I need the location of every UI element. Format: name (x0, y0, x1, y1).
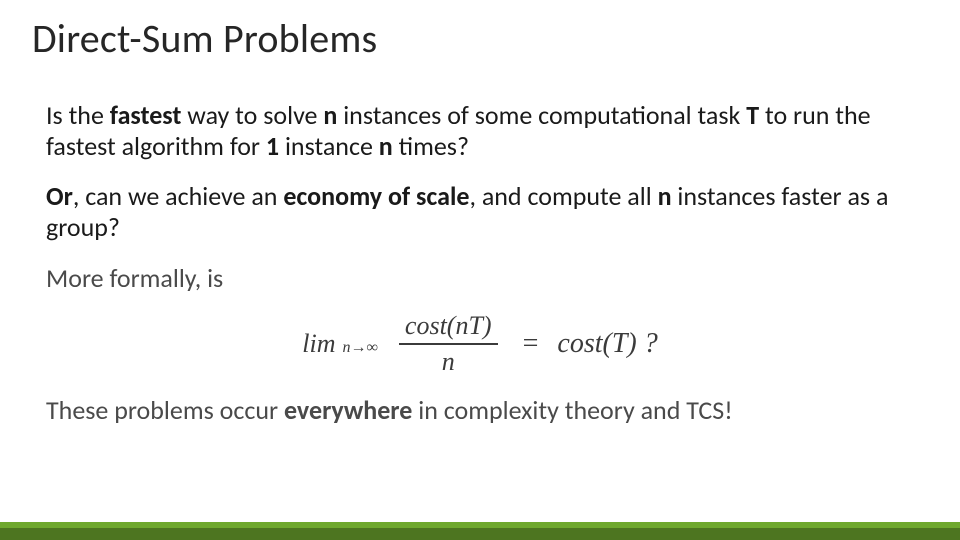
text-bold: fastest (110, 99, 182, 131)
text-bold: Or (46, 180, 73, 212)
text: instances of some computational task (337, 99, 746, 131)
slide-title: Direct-Sum Problems (32, 14, 377, 63)
text: times? (393, 130, 469, 162)
formula: lim n→∞ cost(nT) n = cost(T) ? (302, 311, 657, 377)
text-bold: n (379, 130, 393, 162)
footer-accent (0, 522, 960, 540)
text: These problems occur (46, 394, 284, 426)
paragraph-4: These problems occur everywhere in compl… (46, 395, 914, 426)
equals-sign: = (511, 328, 551, 360)
paragraph-3: More formally, is (46, 263, 914, 294)
text-bold: n (323, 99, 337, 131)
fraction-denominator: n (399, 345, 498, 377)
text-bold: 1 (266, 130, 279, 162)
text-bold: everywhere (284, 394, 412, 426)
formula-block: lim n→∞ cost(nT) n = cost(T) ? (46, 311, 914, 377)
text-bold: economy of scale (283, 180, 469, 212)
fraction: cost(nT) n (399, 311, 498, 377)
text: instance (279, 130, 379, 162)
text-bold: n (658, 180, 672, 212)
fraction-numerator: cost(nT) (399, 311, 498, 345)
limit: lim n→∞ (302, 328, 378, 360)
lim-label: lim (302, 329, 335, 358)
formula-rhs: cost(T) ? (557, 328, 657, 360)
text: , and compute all (469, 180, 657, 212)
text-bold: T (746, 99, 759, 131)
slide: Direct-Sum Problems Is the fastest way t… (0, 0, 960, 540)
slide-body: Is the fastest way to solve n instances … (46, 100, 914, 446)
text: , can we achieve an (73, 180, 284, 212)
footer-band-dark (0, 528, 960, 540)
paragraph-1: Is the fastest way to solve n instances … (46, 100, 914, 161)
text: Is the (46, 99, 110, 131)
text: way to solve (181, 99, 323, 131)
paragraph-2: Or, can we achieve an economy of scale, … (46, 181, 914, 242)
text: in complexity theory and TCS! (412, 394, 732, 426)
lim-sub: n→∞ (343, 339, 378, 356)
